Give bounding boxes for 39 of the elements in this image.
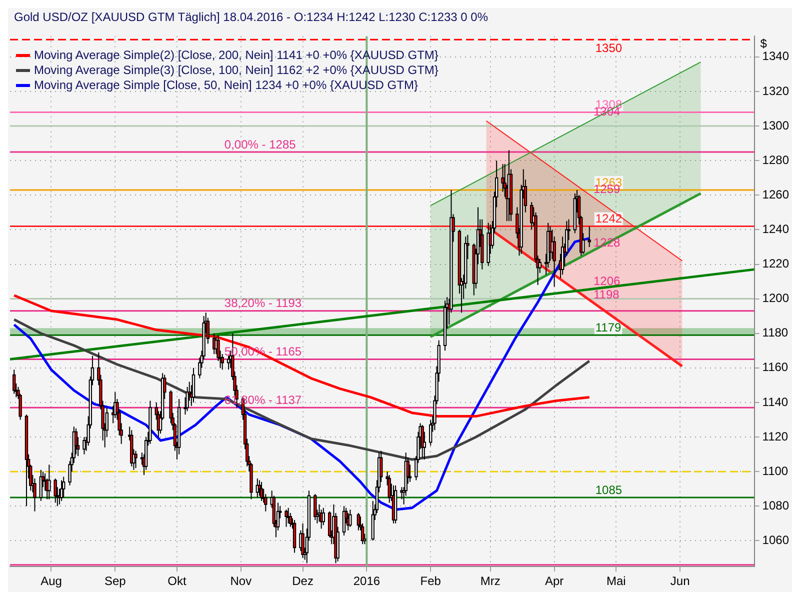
y-axis-title: $	[760, 36, 768, 51]
y-tick-label: 1180	[762, 326, 788, 340]
y-tick-label: 1120	[762, 429, 788, 444]
y-tick-label: 1240	[762, 222, 790, 236]
x-tick-label: Aug	[40, 574, 62, 588]
y-tick-label: 1100	[762, 464, 788, 478]
x-tick-label: Jun	[670, 574, 690, 588]
x-tick-label: Apr	[544, 574, 564, 588]
x-tick-label: Nov	[230, 574, 252, 588]
x-tick-label: Okt	[168, 574, 188, 588]
ref-line-label: 1179	[595, 320, 622, 334]
y-tick-label: 1220	[762, 256, 790, 271]
y-tick-label: 1200	[762, 291, 790, 306]
y-tick-label: 1320	[762, 84, 790, 98]
y-tick-label: 1060	[762, 532, 790, 547]
y-tick-label: 1300	[762, 118, 790, 132]
ref-line-label: 1085	[595, 482, 622, 497]
y-tick-label: 1340	[762, 49, 790, 64]
x-tick-label: Sep	[104, 574, 126, 588]
annotation: 1206	[593, 274, 621, 288]
ref-line-label: 1242	[595, 212, 622, 226]
x-tick-label: Dez	[292, 574, 314, 588]
annotation: 38,20% - 1193	[224, 296, 302, 310]
x-tick-label: Feb	[420, 574, 442, 588]
annotation: 1198	[593, 288, 620, 302]
y-tick-label: 1260	[762, 187, 790, 202]
chart-title: Gold USD/OZ [XAUUSD GTM Täglich] 18.04.2016 - O:1234 H:1242 L:1230 C:1233 0 0%	[13, 9, 490, 26]
ref-line-label: 1350	[595, 40, 622, 55]
annotation: 0,00% - 1285	[224, 137, 296, 152]
legend-label: Moving Average Simple(3) [Close, 100, Nein] 1162 +2 +0% {XAUUSD GTM}	[34, 63, 438, 78]
y-tick-label: 1080	[762, 498, 790, 512]
legend-label: Moving Average Simple [Close, 50, Nein] 1234 +0 +0% {XAUUSD GTM}	[34, 78, 418, 93]
legend-label: Moving Average Simple(2) [Close, 200, Nein] 1141 +0 +0% {XAUUSD GTM}	[34, 48, 438, 63]
y-tick-label: 1160	[762, 360, 788, 374]
x-tick-label: Mrz	[480, 574, 500, 588]
y-tick-label: 1280	[762, 152, 790, 167]
x-tick-label: 2016	[353, 574, 380, 588]
x-tick-label: Mai	[606, 574, 626, 588]
y-tick-label: 1140	[762, 394, 788, 409]
